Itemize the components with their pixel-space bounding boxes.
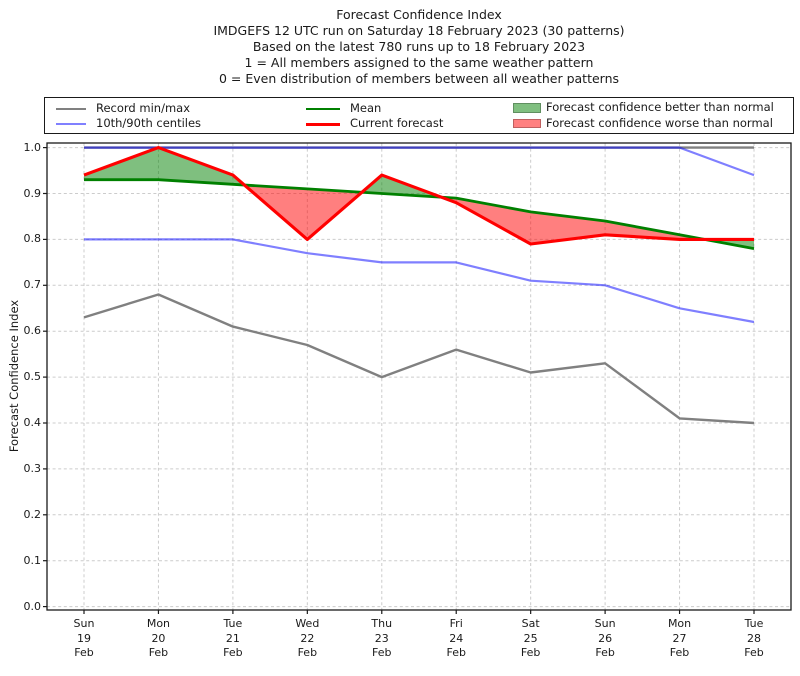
- y-tick-label: 0.7: [23, 278, 42, 292]
- x-tick-label: Fri 24 Feb: [446, 617, 466, 659]
- y-tick-label: 0.1: [23, 553, 42, 567]
- y-tick-label: 0.5: [23, 370, 42, 384]
- better-than-normal-fill: [84, 147, 245, 185]
- x-tick-label: Sat 25 Feb: [520, 617, 541, 659]
- legend-label: Record min/max: [96, 101, 191, 115]
- x-tick-label: Sun 26 Feb: [594, 617, 616, 659]
- x-tick-label: Wed 22 Feb: [295, 617, 320, 659]
- y-tick-label: 0.3: [23, 461, 42, 475]
- y-tick-label: 0.2: [23, 507, 42, 521]
- series-current-forecast: [83, 146, 754, 246]
- chart-subtitle-run: IMDGEFS 12 UTC run on Saturday 18 Februa…: [213, 23, 625, 38]
- record-minmax-line-swatch: [56, 108, 86, 110]
- series-mean: [84, 178, 755, 250]
- y-tick-label: 1.0: [23, 140, 42, 154]
- y-tick-label: 0.6: [23, 324, 42, 338]
- worse-than-normal-fill: [244, 185, 362, 240]
- x-tick-label: Mon 20 Feb: [146, 617, 171, 659]
- y-tick-label: 0.8: [23, 232, 42, 246]
- legend-label: Mean: [350, 101, 382, 115]
- series-record-min: [83, 293, 755, 425]
- legend-box: Record min/max 10th/90th centiles Mean C…: [44, 97, 794, 134]
- legend-label: Forecast confidence better than normal: [546, 100, 774, 114]
- x-tick-label: Thu 23 Feb: [371, 617, 393, 659]
- better-than-normal-patch-swatch: [513, 103, 541, 113]
- series-10th-centile: [84, 238, 755, 324]
- x-tick-label: Sun 19 Feb: [73, 617, 95, 659]
- legend-label: Current forecast: [350, 116, 444, 130]
- chart-subtitle-def1: 1 = All members assigned to the same wea…: [244, 55, 594, 70]
- y-tick-label: 0.0: [23, 599, 42, 613]
- chart-title-block: Forecast Confidence Index IMDGEFS 12 UTC…: [47, 7, 791, 87]
- mean-line-swatch: [306, 108, 340, 110]
- x-tick-label: Tue 21 Feb: [223, 617, 243, 659]
- legend-label: 10th/90th centiles: [96, 116, 202, 130]
- current-forecast-line-swatch: [306, 123, 340, 126]
- series-90th-centile: [84, 146, 755, 177]
- chart-title: Forecast Confidence Index: [336, 7, 502, 22]
- better-than-normal-fill: [361, 175, 442, 198]
- centiles-line-swatch: [56, 123, 86, 125]
- y-tick-label: 0.9: [23, 186, 42, 200]
- x-tick-label: Mon 27 Feb: [667, 617, 692, 659]
- x-tick-label: Tue 28 Feb: [744, 617, 764, 659]
- y-tick-label: 0.4: [23, 416, 42, 429]
- chart-subtitle-runs: Based on the latest 780 runs up to 18 Fe…: [252, 39, 586, 54]
- chart-subtitle-def0: 0 = Even distribution of members between…: [218, 71, 620, 86]
- worse-than-normal-patch-swatch: [513, 118, 541, 128]
- legend-label: Forecast confidence worse than normal: [546, 115, 773, 130]
